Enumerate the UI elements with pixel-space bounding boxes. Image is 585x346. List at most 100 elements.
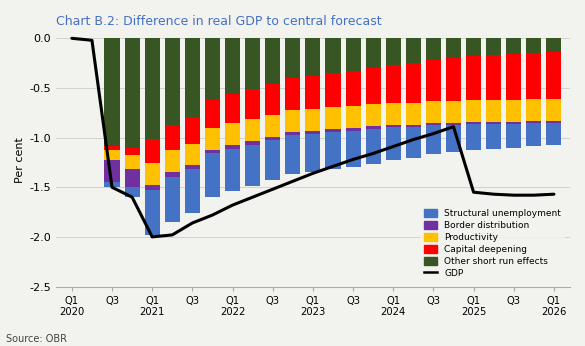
Bar: [305, 109, 321, 131]
Bar: [386, 127, 401, 161]
Bar: [265, 38, 280, 84]
Bar: [285, 110, 300, 131]
Bar: [205, 38, 220, 100]
Bar: [105, 38, 119, 146]
Bar: [506, 100, 521, 122]
Bar: [265, 139, 280, 180]
Bar: [225, 123, 240, 145]
Bar: [225, 38, 240, 94]
Bar: [205, 100, 220, 128]
Bar: [185, 38, 200, 117]
Bar: [185, 144, 200, 165]
Bar: [105, 161, 119, 182]
Bar: [506, 124, 521, 147]
Bar: [546, 99, 562, 121]
Bar: [546, 123, 562, 145]
Bar: [526, 53, 541, 99]
Bar: [526, 123, 541, 146]
Bar: [386, 103, 401, 125]
Bar: [386, 125, 401, 127]
Bar: [265, 84, 280, 115]
Bar: [325, 38, 340, 73]
Bar: [366, 38, 381, 68]
Bar: [125, 155, 140, 169]
Bar: [245, 145, 260, 186]
Bar: [546, 52, 562, 99]
Bar: [466, 124, 481, 149]
Bar: [346, 128, 360, 131]
Bar: [426, 38, 441, 60]
Bar: [105, 151, 119, 161]
Bar: [305, 38, 321, 76]
Bar: [406, 103, 421, 125]
Bar: [406, 38, 421, 63]
Bar: [225, 94, 240, 123]
Bar: [366, 104, 381, 126]
Bar: [125, 169, 140, 187]
Bar: [366, 129, 381, 164]
Text: Chart B.2: Difference in real GDP to central forecast: Chart B.2: Difference in real GDP to cen…: [56, 15, 381, 28]
Bar: [486, 122, 501, 124]
Bar: [426, 123, 441, 125]
Bar: [185, 165, 200, 169]
Bar: [165, 125, 180, 151]
Bar: [346, 71, 360, 106]
Bar: [406, 63, 421, 103]
Bar: [225, 148, 240, 191]
Bar: [144, 190, 160, 235]
Bar: [446, 123, 461, 125]
Bar: [466, 56, 481, 100]
Bar: [386, 65, 401, 103]
Bar: [366, 126, 381, 129]
Bar: [305, 131, 321, 134]
Bar: [185, 117, 200, 144]
Bar: [105, 182, 119, 187]
Bar: [346, 131, 360, 167]
Bar: [446, 58, 461, 101]
Bar: [346, 38, 360, 71]
Bar: [245, 140, 260, 145]
Bar: [506, 54, 521, 100]
Bar: [325, 73, 340, 107]
Bar: [406, 125, 421, 127]
Bar: [325, 107, 340, 129]
Bar: [245, 38, 260, 89]
Bar: [346, 106, 360, 128]
Bar: [546, 121, 562, 123]
Bar: [205, 149, 220, 154]
Bar: [426, 125, 441, 154]
Bar: [205, 154, 220, 197]
Bar: [325, 129, 340, 131]
Bar: [466, 38, 481, 56]
Bar: [466, 122, 481, 124]
Bar: [446, 101, 461, 123]
Bar: [125, 38, 140, 147]
Bar: [426, 101, 441, 123]
Bar: [225, 145, 240, 148]
Bar: [325, 131, 340, 169]
Bar: [546, 38, 562, 52]
Bar: [245, 89, 260, 119]
Bar: [426, 60, 441, 101]
Bar: [144, 139, 160, 163]
Bar: [165, 177, 180, 222]
Bar: [245, 119, 260, 140]
Bar: [144, 38, 160, 139]
Bar: [125, 147, 140, 155]
Bar: [446, 38, 461, 58]
Bar: [165, 38, 180, 125]
Bar: [506, 38, 521, 54]
Bar: [185, 169, 200, 213]
Bar: [466, 100, 481, 122]
Bar: [366, 68, 381, 104]
Bar: [486, 100, 501, 122]
Bar: [446, 125, 461, 153]
Bar: [165, 172, 180, 177]
Text: Source: OBR: Source: OBR: [6, 334, 67, 344]
Bar: [305, 134, 321, 172]
Bar: [486, 38, 501, 55]
Legend: Structural unemployment, Border distribution, Productivity, Capital deepening, O: Structural unemployment, Border distribu…: [419, 204, 566, 282]
Bar: [305, 76, 321, 109]
Bar: [406, 127, 421, 158]
Bar: [205, 128, 220, 149]
